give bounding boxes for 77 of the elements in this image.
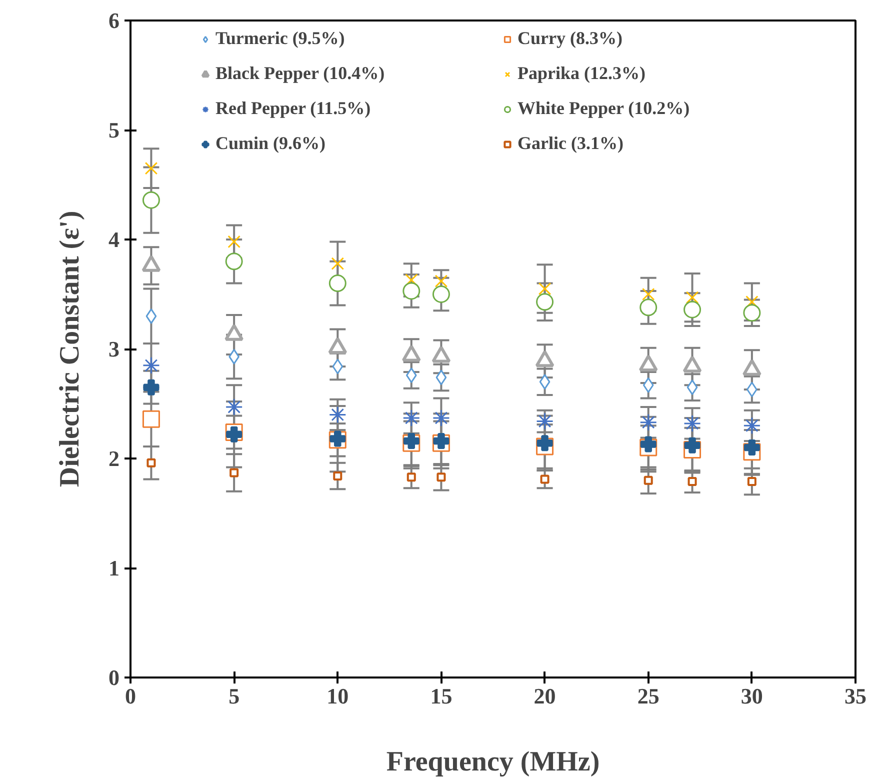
point — [540, 474, 550, 484]
point — [436, 472, 446, 482]
x-tick-label: 15 — [430, 684, 452, 708]
point — [640, 298, 658, 316]
legend-label: Garlic (3.1%) — [518, 133, 624, 154]
point — [747, 476, 756, 486]
point — [536, 293, 554, 311]
point — [536, 412, 554, 430]
legend-label: Red Pepper (11.5%) — [216, 98, 372, 119]
point — [225, 398, 243, 416]
point — [684, 437, 700, 454]
point — [144, 162, 158, 175]
x-tick-label: 20 — [534, 684, 556, 708]
legend-label: Paprika (12.3%) — [518, 63, 646, 84]
x-tick-label: 5 — [228, 684, 240, 708]
legend-label: Cumin (9.6%) — [216, 133, 327, 154]
x-tick-label: 25 — [637, 684, 660, 708]
point — [688, 476, 697, 486]
point — [644, 476, 653, 485]
point — [743, 304, 761, 322]
legend-label: Turmeric (9.5%) — [216, 28, 346, 49]
point — [640, 414, 658, 432]
point — [331, 257, 344, 270]
point — [642, 377, 654, 393]
point — [640, 436, 656, 452]
point — [146, 308, 157, 324]
point — [686, 380, 698, 396]
point — [406, 472, 416, 482]
point — [225, 252, 243, 270]
point — [142, 191, 160, 209]
point — [432, 286, 450, 303]
point — [434, 274, 448, 288]
y-tick-label: 2 — [108, 446, 120, 471]
y-tick-label: 1 — [108, 556, 120, 580]
point — [432, 409, 450, 427]
point — [743, 416, 761, 434]
point — [146, 458, 156, 468]
point — [403, 432, 420, 449]
y-tick-label: 3 — [108, 336, 120, 362]
point — [142, 356, 160, 374]
point — [536, 435, 553, 452]
x-tick-label: 30 — [740, 684, 763, 708]
legend-label: Curry (8.3%) — [518, 28, 624, 49]
point — [686, 291, 699, 304]
x-axis-title: Frequency (MHz) — [386, 746, 600, 778]
point — [744, 440, 760, 456]
point — [328, 406, 346, 424]
point — [404, 274, 418, 286]
point — [143, 379, 160, 396]
y-tick-label: 0 — [108, 665, 120, 690]
point — [228, 235, 240, 248]
point — [406, 368, 417, 384]
point — [226, 426, 242, 442]
point — [402, 409, 420, 427]
point — [433, 432, 450, 449]
y-tick-label: 4 — [108, 227, 120, 252]
point — [684, 300, 702, 318]
point — [333, 472, 342, 481]
point — [642, 288, 655, 301]
point — [402, 282, 420, 300]
legend-label: White Pepper (10.2%) — [518, 98, 691, 119]
point — [332, 358, 344, 374]
x-tick-label: 0 — [125, 684, 136, 708]
point — [142, 410, 160, 428]
x-tick-label: 35 — [844, 684, 866, 708]
legend-label: Black Pepper (10.4%) — [216, 63, 386, 84]
point — [539, 374, 550, 390]
x-tick-label: 10 — [326, 684, 349, 708]
y-tick-label: 5 — [108, 118, 120, 142]
point — [746, 296, 758, 308]
point — [230, 468, 239, 478]
point — [684, 414, 702, 432]
point — [436, 370, 447, 386]
y-tick-label: 6 — [108, 8, 120, 33]
point — [328, 274, 346, 292]
y-axis-title: Dielectric Constant (ε') — [54, 210, 86, 488]
point — [538, 282, 552, 296]
